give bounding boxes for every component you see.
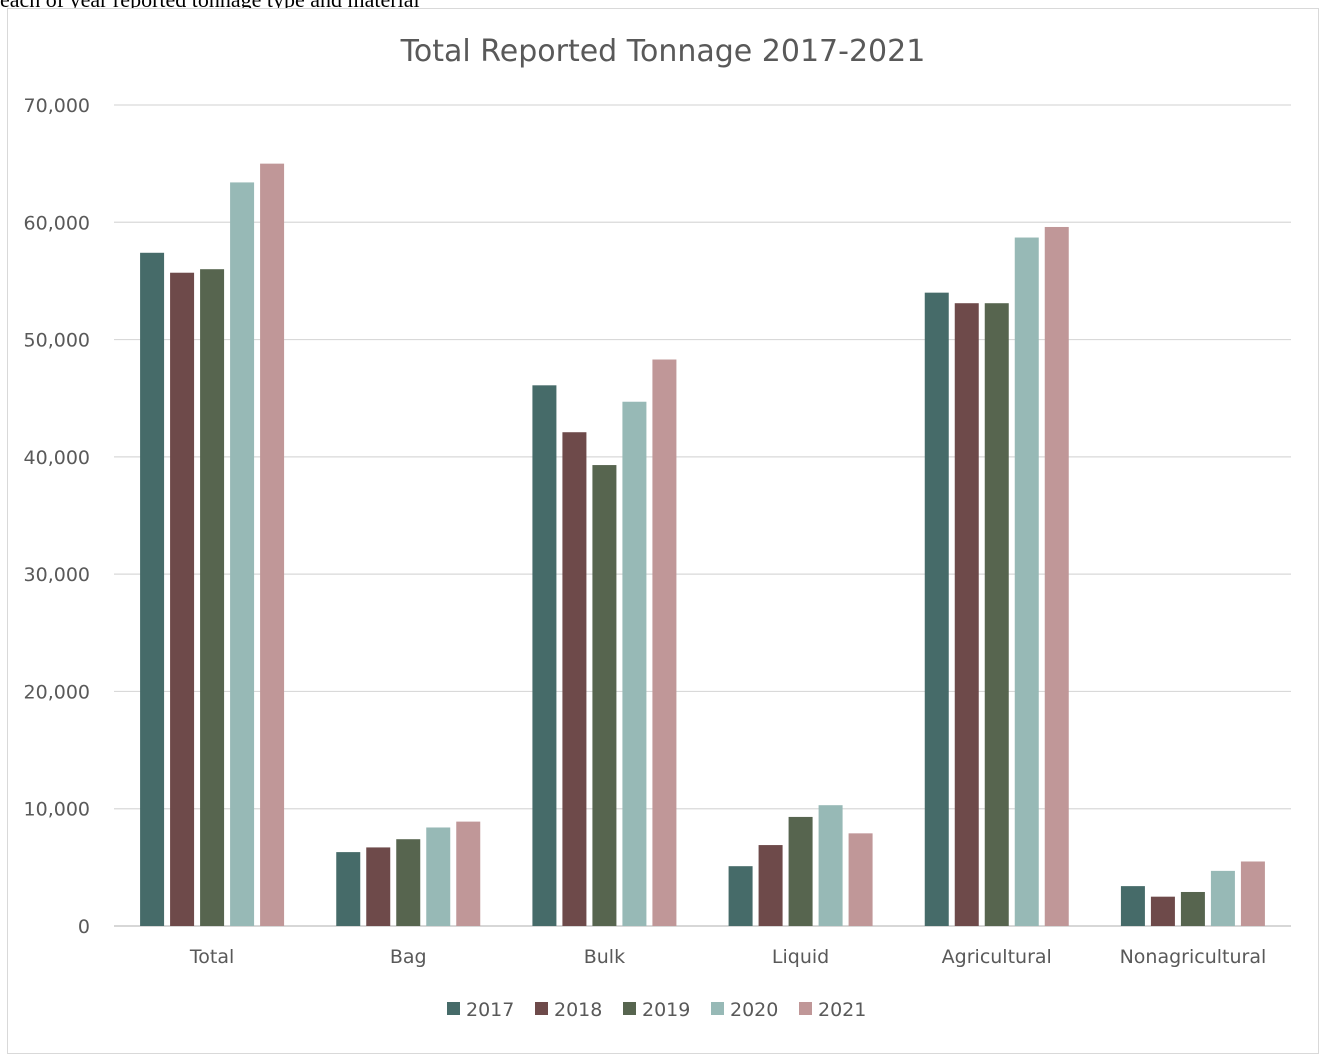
legend-swatch-2019 [623, 1002, 636, 1015]
x-category-label: Liquid [772, 946, 829, 968]
gridlines [114, 104, 1291, 927]
bar-bulk-2020 [622, 401, 647, 926]
y-tick-label: 20,000 [24, 681, 90, 703]
bar-bag-2019 [396, 839, 421, 926]
bar-nonagricultural-2021 [1240, 861, 1265, 926]
bar-nonagricultural-2020 [1210, 870, 1235, 926]
y-axis-tick-labels: 0 10,000 20,000 30,000 40,000 50,000 60,000 70,… [24, 95, 90, 938]
x-category-label: Nonagricultural [1120, 946, 1267, 968]
legend-label-2017: 2017 [466, 999, 514, 1021]
bar-total-2020 [230, 182, 255, 926]
legend-swatch-2017 [447, 1002, 460, 1015]
bar-agricultural-2018 [954, 303, 979, 926]
legend: 2017 2018 2019 2020 2021 [447, 999, 866, 1021]
bar-agricultural-2017 [924, 292, 949, 927]
x-axis-category-labels: Total Bag Bulk Liquid Agricultural Nonagricul… [189, 946, 1266, 968]
x-category-label: Bulk [584, 946, 625, 968]
x-category-label: Agricultural [942, 946, 1052, 968]
bar-bulk-2019 [592, 465, 617, 926]
bar-liquid-2019 [788, 816, 813, 926]
bar-bag-2017 [336, 852, 361, 926]
bar-nonagricultural-2017 [1120, 886, 1145, 926]
bar-bag-2021 [456, 821, 481, 926]
x-category-label: Bag [390, 946, 427, 968]
legend-label-2019: 2019 [642, 999, 690, 1021]
bars [140, 163, 1265, 927]
y-tick-label: 60,000 [24, 212, 90, 234]
bar-bulk-2018 [562, 432, 587, 926]
y-tick-label: 50,000 [24, 330, 90, 352]
y-tick-label: 10,000 [24, 799, 90, 821]
y-tick-label: 70,000 [24, 95, 90, 117]
bar-total-2017 [140, 252, 165, 926]
bar-liquid-2020 [818, 805, 843, 926]
chart-title: Total Reported Tonnage 2017-2021 [400, 34, 926, 69]
bar-agricultural-2021 [1044, 226, 1069, 926]
bar-nonagricultural-2018 [1150, 896, 1175, 926]
bar-bag-2020 [426, 827, 451, 926]
x-category-label: Total [189, 946, 234, 968]
legend-swatch-2018 [535, 1002, 548, 1015]
legend-label-2020: 2020 [730, 999, 778, 1021]
y-tick-label: 40,000 [24, 447, 90, 469]
bar-agricultural-2020 [1014, 237, 1039, 927]
legend-label-2021: 2021 [818, 999, 866, 1021]
bar-agricultural-2019 [984, 303, 1009, 926]
bar-total-2019 [200, 269, 225, 926]
bar-bulk-2017 [532, 385, 557, 926]
bar-liquid-2021 [848, 833, 873, 926]
legend-label-2018: 2018 [554, 999, 602, 1021]
legend-swatch-2021 [799, 1002, 812, 1015]
y-tick-label: 30,000 [24, 564, 90, 586]
bar-nonagricultural-2019 [1180, 891, 1205, 926]
y-tick-label: 0 [78, 916, 90, 938]
bar-liquid-2018 [758, 845, 783, 926]
bar-bulk-2021 [652, 359, 677, 926]
bar-bag-2018 [366, 847, 391, 926]
bar-total-2018 [170, 272, 195, 926]
bar-total-2021 [260, 163, 285, 927]
bar-liquid-2017 [728, 866, 753, 926]
legend-swatch-2020 [711, 1002, 724, 1015]
clipped-document-text: each of year reported tonnage type and m… [0, 0, 1325, 11]
